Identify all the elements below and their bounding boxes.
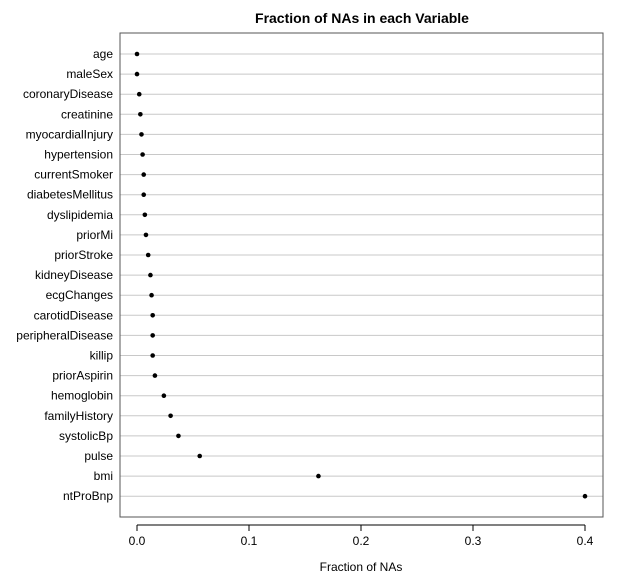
category-label: dyslipidemia [47,208,113,222]
data-point [316,473,321,479]
data-point [150,353,155,358]
gridlines [120,53,603,497]
category-label: ecgChanges [46,288,113,302]
data-point [136,91,142,97]
data-point [142,212,148,218]
category-label: currentSmoker [34,168,113,182]
category-label: peripheralDisease [16,328,113,342]
data-point [145,252,151,258]
category-label: priorMi [76,228,113,242]
data-point [134,71,140,77]
data-point [140,152,145,157]
category-label: hypertension [44,148,113,162]
category-label: systolicBp [59,429,113,443]
data-points [134,51,588,499]
data-point [141,172,147,177]
category-label: familyHistory [44,409,113,423]
data-point [141,192,147,197]
x-axis: 0.0 0.1 0.2 0.3 0.4 [129,524,594,548]
plot-area [119,32,604,518]
category-label: coronaryDisease [23,87,113,101]
category-label: creatinine [61,107,113,121]
data-point [161,393,167,399]
x-tick-label: 0.2 [353,534,370,548]
category-label: diabetesMellitus [27,188,113,202]
category-label: maleSex [66,67,113,81]
category-label: priorStroke [54,248,113,262]
data-point [148,272,153,278]
data-point [176,433,181,439]
category-label: age [93,47,113,61]
data-point [134,51,140,57]
category-label: bmi [94,469,113,483]
data-point [149,292,154,298]
category-label: hemoglobin [51,389,113,403]
data-point [168,413,173,419]
category-labels: age maleSex coronaryDisease creatinine myoca… [16,47,113,503]
chart-title: Fraction of NAs in each Variable [255,10,469,26]
data-point [150,333,155,338]
category-label: pulse [84,449,113,463]
data-point [138,112,143,117]
x-tick-label: 0.4 [577,534,594,548]
x-tick-label: 0.0 [129,534,146,548]
data-point [143,232,149,238]
category-label: kidneyDisease [35,268,113,282]
data-point [139,132,144,137]
category-label: myocardialInjury [26,127,113,141]
x-axis-title: Fraction of NAs [320,560,403,574]
x-tick-label: 0.1 [241,534,258,548]
data-point [150,313,155,318]
category-label: killip [90,349,114,363]
category-label: ntProBnp [63,489,113,503]
data-point [197,453,203,459]
x-tick-label: 0.3 [465,534,482,548]
data-point [152,373,158,378]
category-label: carotidDisease [34,308,114,322]
category-label: priorAspirin [52,369,113,383]
data-point [582,493,588,499]
